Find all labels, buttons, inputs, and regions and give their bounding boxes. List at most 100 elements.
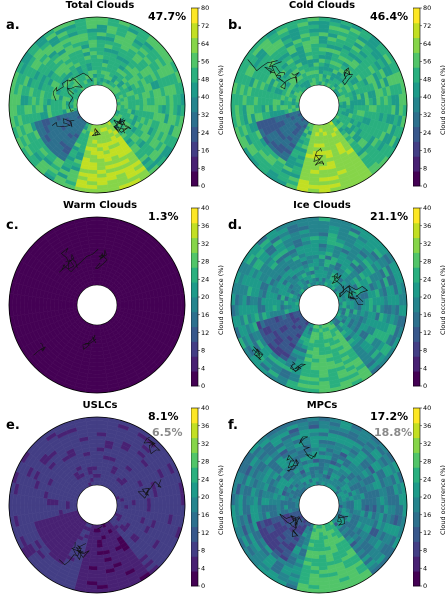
- colorbar-step: [191, 371, 198, 387]
- colorbar-tick: 16: [423, 511, 431, 519]
- colorbar-step: [413, 467, 420, 483]
- colorbar-tick: 56: [201, 58, 209, 66]
- panel-d: Ice Clouds d. 21.1% 40 36 32 28 24 20 16 12 8 4 0 Clou…: [222, 200, 445, 400]
- colorbar-tick: 48: [423, 75, 431, 83]
- panel-b: Cold Clouds b. 46.4% 80 72 64 56 48 40 32 24 16 8 0 Cl…: [222, 0, 445, 200]
- colorbar: 40 36 32 28 24 20 16 12 8 4 0 Cloud occurrence (%): [190, 404, 227, 594]
- colorbar-step: [191, 482, 198, 498]
- colorbar-tick: 36: [201, 422, 209, 430]
- colorbar: 40 36 32 28 24 20 16 12 8 4 0 Cloud occurrence (%): [190, 204, 227, 394]
- colorbar-step: [413, 497, 420, 513]
- panel-title: Cold Clouds: [288, 0, 356, 11]
- panel-title: MPCs: [306, 400, 338, 411]
- heatmap-cells: [230, 416, 408, 594]
- colorbar-step: [413, 267, 420, 283]
- colorbar-step: [191, 556, 198, 572]
- colorbar-step: [413, 326, 420, 342]
- colorbar-tick: 36: [201, 222, 209, 230]
- polar-map: [230, 416, 408, 594]
- colorbar-step: [413, 408, 420, 424]
- colorbar-tick: 20: [423, 493, 431, 501]
- colorbar-tick: 12: [201, 529, 209, 537]
- colorbar-tick: 72: [423, 22, 431, 30]
- colorbar-step: [191, 326, 198, 342]
- colorbar-step: [413, 126, 420, 142]
- colorbar-step: [191, 37, 198, 53]
- coastline: [51, 72, 132, 137]
- colorbar-tick: 56: [423, 58, 431, 66]
- map-boundary: [230, 16, 408, 194]
- colorbar-step: [191, 267, 198, 283]
- colorbar-step: [413, 437, 420, 453]
- colorbar-tick: 36: [423, 422, 431, 430]
- colorbar-tick: 16: [423, 311, 431, 319]
- colorbar-tick: 80: [423, 4, 431, 12]
- polar-map: [230, 216, 408, 394]
- colorbar-tick: 20: [201, 293, 209, 301]
- polar-map: [8, 16, 186, 194]
- colorbar-tick: 64: [423, 40, 431, 48]
- colorbar-tick: 20: [423, 293, 431, 301]
- panel-letter: e.: [6, 418, 20, 433]
- colorbar-tick: 0: [423, 382, 427, 390]
- colorbar-step: [191, 297, 198, 313]
- colorbar-tick: 20: [201, 493, 209, 501]
- colorbar-tick: 12: [423, 329, 431, 337]
- colorbar-tick: 4: [201, 564, 205, 572]
- colorbar-step: [191, 356, 198, 372]
- colorbar-step: [413, 452, 420, 468]
- colorbar-step: [191, 541, 198, 557]
- colorbar-step: [413, 237, 420, 253]
- colorbar-tick: 8: [201, 347, 205, 355]
- colorbar-tick: 80: [201, 4, 209, 12]
- colorbar-step: [413, 82, 420, 98]
- colorbar-step: [191, 111, 198, 128]
- colorbar-step: [413, 282, 420, 298]
- colorbar-label: Cloud occurrence (%): [439, 465, 445, 535]
- pole-hole: [298, 84, 340, 126]
- pole-hole: [76, 484, 118, 526]
- colorbar-step: [413, 67, 420, 83]
- colorbar-step: [413, 141, 420, 157]
- colorbar-tick: 24: [423, 475, 431, 483]
- colorbar-step: [413, 526, 420, 542]
- heatmap-cells: [8, 216, 186, 394]
- colorbar-step: [191, 222, 198, 239]
- colorbar-tick: 24: [201, 275, 209, 283]
- colorbar-step: [413, 52, 420, 68]
- panel-letter: f.: [228, 418, 238, 433]
- pole-hole: [76, 84, 118, 126]
- colorbar-step: [191, 67, 198, 83]
- colorbar-step: [191, 8, 198, 24]
- colorbar-tick: 36: [423, 222, 431, 230]
- colorbar-tick: 32: [201, 240, 209, 248]
- colorbar-tick: 24: [201, 129, 209, 137]
- colorbar-step: [191, 208, 198, 224]
- heatmap-cells: [230, 16, 408, 194]
- occurrence-percent: 17.2%: [370, 410, 409, 423]
- coastline: [251, 272, 369, 372]
- panel-e: USLCs e. 8.1% 6.5% 40 36 32 28 24 20 16 12 8 4 0 Cloud …: [0, 400, 225, 600]
- colorbar-label: Cloud occurrence (%): [439, 65, 445, 135]
- colorbar-step: [413, 222, 420, 239]
- colorbar-tick: 28: [201, 258, 209, 266]
- colorbar-tick: 4: [423, 564, 427, 572]
- colorbar-step: [191, 141, 198, 157]
- colorbar-tick: 24: [423, 275, 431, 283]
- colorbar-tick: 0: [423, 582, 427, 590]
- panel-f: MPCs f. 17.2% 18.8% 40 36 32 28 24 20 16 12 8 4 0 Cloud…: [222, 400, 445, 600]
- colorbar-tick: 8: [423, 547, 427, 555]
- colorbar-tick: 32: [201, 111, 209, 119]
- colorbar-step: [413, 297, 420, 313]
- map-boundary: [8, 16, 186, 194]
- colorbar-step: [191, 497, 198, 513]
- colorbar-step: [191, 22, 198, 39]
- colorbar: 40 36 32 28 24 20 16 12 8 4 0 Cloud occurrence (%): [412, 404, 445, 594]
- pole-hole: [298, 484, 340, 526]
- heatmap-cells: [8, 16, 186, 194]
- colorbar-label: Cloud occurrence (%): [439, 265, 445, 335]
- pole-hole: [76, 284, 118, 326]
